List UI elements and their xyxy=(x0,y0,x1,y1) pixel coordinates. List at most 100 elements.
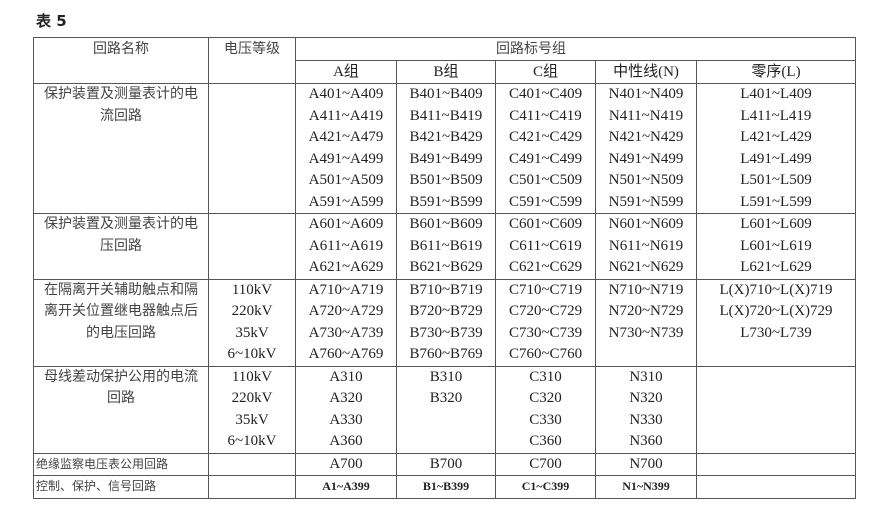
code-line: L591~L599 xyxy=(740,193,812,210)
code-line: N730~N739 xyxy=(608,324,684,341)
header-b-group: B组 xyxy=(396,60,496,84)
code-line: B710~B719 xyxy=(409,281,483,298)
code-line: L501~L509 xyxy=(740,172,812,188)
code-line: L730~L739 xyxy=(740,324,812,341)
code-line: N330 xyxy=(629,411,663,428)
code-line: 220kV xyxy=(231,303,273,319)
code-line: N491~N499 xyxy=(608,150,684,167)
code-line: A1~A399 xyxy=(322,479,370,493)
code-line: A601~A609 xyxy=(308,216,384,232)
code-line: C310 xyxy=(529,368,562,385)
neutral-cell: N1~N399 xyxy=(595,475,697,499)
code-line: B760~B769 xyxy=(409,346,483,362)
code-line: C720~C729 xyxy=(508,303,583,319)
header-zero-sequence: 零序(L) xyxy=(696,60,856,84)
c-group-cell: C310 C320 C330 C360 xyxy=(495,365,596,454)
code-line: B611~B619 xyxy=(409,237,483,254)
code-line: A591~A599 xyxy=(308,193,384,210)
code-line: 110kV xyxy=(231,368,273,385)
c-group-cell: C710~C719 C720~C729 C730~C739 C760~C760 xyxy=(495,278,596,367)
code-line: N700 xyxy=(629,455,663,472)
code-line: B730~B739 xyxy=(409,324,483,341)
a-group-cell: A401~A409 A411~A419 A421~A479 A491~A499 A501… xyxy=(295,83,397,214)
code-line: B700 xyxy=(429,455,463,472)
voltage-cell xyxy=(208,452,296,476)
code-line: A491~A499 xyxy=(308,150,384,167)
code-line: L621~L629 xyxy=(740,259,812,275)
code-line: B501~B509 xyxy=(409,172,483,188)
code-line: C601~C609 xyxy=(508,216,583,232)
table-caption: 表 5 xyxy=(36,12,67,30)
code-line: L601~L609 xyxy=(740,216,812,232)
circuit-name-cell: 母线差动保护公用的电流回路 xyxy=(33,365,209,454)
code-line: L411~L419 xyxy=(740,107,812,124)
a-group-cell: A601~A609 A611~A619 A621~A629 xyxy=(295,213,397,280)
header-neutral: 中性线(N) xyxy=(595,60,697,84)
b-group-cell: B601~B609 B611~B619 B621~B629 xyxy=(396,213,496,280)
code-line: B720~B729 xyxy=(409,303,483,319)
code-line: N601~N609 xyxy=(608,216,684,232)
code-line: A401~A409 xyxy=(308,86,384,102)
code-line: B421~B429 xyxy=(409,129,483,145)
code-line: A411~A419 xyxy=(308,107,384,124)
code-line: B1~B399 xyxy=(422,479,470,493)
code-line: C360 xyxy=(529,433,562,449)
code-line: A611~A619 xyxy=(308,237,384,254)
code-line: C710~C719 xyxy=(508,281,583,298)
circuit-name-cell: 保护装置及测量表计的电流回路 xyxy=(33,83,209,214)
code-line: C501~C509 xyxy=(508,172,583,188)
circuit-name-cell: 保护装置及测量表计的电压回路 xyxy=(33,213,209,280)
b-group-cell: B1~B399 xyxy=(396,475,496,499)
table-row: 母线差动保护公用的电流回路 110kV 220kV 35kV 6~10kV A310 A32… xyxy=(33,365,856,454)
voltage-cell xyxy=(208,475,296,499)
circuit-name-cell: 控制、保护、信号回路 xyxy=(33,475,209,499)
code-line: N411~N419 xyxy=(608,107,684,124)
code-line: B621~B629 xyxy=(409,259,483,275)
code-line: A421~A479 xyxy=(308,129,384,145)
zero-sequence-cell: L(X)710~L(X)719 L(X)720~L(X)729 L730~L739 xyxy=(696,278,856,367)
code-line: C621~C629 xyxy=(508,259,583,275)
code-line: B320 xyxy=(429,390,463,406)
code-line: B491~B499 xyxy=(409,150,483,167)
header-voltage-level: 电压等级 xyxy=(208,37,296,84)
table-row: 在隔离开关辅助触点和隔离开关位置继电器触点后的电压回路 110kV 220kV 35k… xyxy=(33,278,856,367)
code-line: 35kV xyxy=(235,411,269,428)
code-line: N621~N629 xyxy=(608,259,684,275)
circuit-name-cell: 在隔离开关辅助触点和隔离开关位置继电器触点后的电压回路 xyxy=(33,278,209,367)
c-group-cell: C1~C399 xyxy=(495,475,596,499)
code-line: C700 xyxy=(529,455,562,472)
code-line: N591~N599 xyxy=(608,193,684,210)
code-line: C411~C419 xyxy=(509,107,582,124)
code-line: 6~10kV xyxy=(227,346,277,362)
table-row: 保护装置及测量表计的电压回路 A601~A609 A611~A619 A621~A62… xyxy=(33,213,856,280)
code-line: A710~A719 xyxy=(308,281,384,298)
table-row: 控制、保护、信号回路 A1~A399 B1~B399 C1~C399 N1~N399 xyxy=(33,475,856,499)
c-group-cell: C401~C409 C411~C419 C421~C429 C491~C499 C501… xyxy=(495,83,596,214)
neutral-cell: N700 xyxy=(595,452,697,476)
code-line: C760~C760 xyxy=(508,346,583,362)
voltage-cell: 110kV 220kV 35kV 6~10kV xyxy=(208,365,296,454)
code-line: A720~A729 xyxy=(308,303,384,319)
code-line: A730~A739 xyxy=(308,324,384,341)
code-line: C330 xyxy=(529,411,562,428)
neutral-cell: N601~N609 N611~N619 N621~N629 xyxy=(595,213,697,280)
a-group-cell: A310 A320 A330 A360 xyxy=(295,365,397,454)
a-group-cell: A1~A399 xyxy=(295,475,397,499)
code-line: B310 xyxy=(429,368,463,385)
code-line: L491~L499 xyxy=(740,150,812,167)
code-line: C591~C599 xyxy=(508,193,583,210)
header-label-group: 回路标号组 xyxy=(295,37,856,61)
c-group-cell: C700 xyxy=(495,452,596,476)
neutral-cell: N310 N320 N330 N360 xyxy=(595,365,697,454)
code-line: C401~C409 xyxy=(508,86,583,102)
zero-sequence-cell xyxy=(696,475,856,499)
a-group-cell: A710~A719 A720~A729 A730~A739 A760~A769 xyxy=(295,278,397,367)
code-line: N310 xyxy=(629,368,663,385)
code-line: A310 xyxy=(329,368,363,385)
code-line: A760~A769 xyxy=(308,346,384,362)
code-line: A700 xyxy=(329,455,363,472)
code-line: C421~C429 xyxy=(508,129,583,145)
b-group-cell: B401~B409 B411~B419 B421~B429 B491~B499 B501… xyxy=(396,83,496,214)
zero-sequence-cell xyxy=(696,452,856,476)
code-line: A320 xyxy=(329,390,363,406)
